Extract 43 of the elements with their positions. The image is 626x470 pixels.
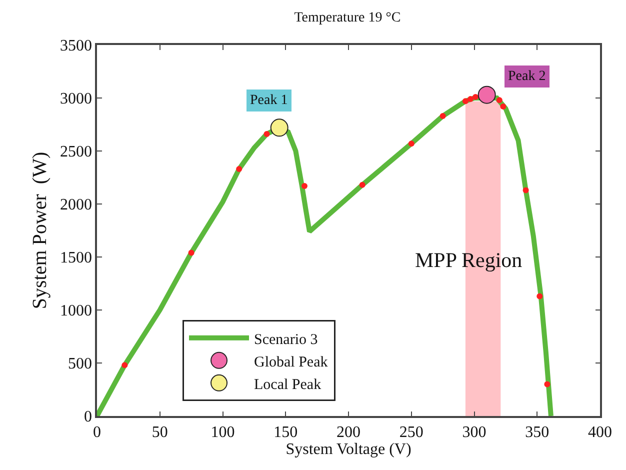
legend-label: Local Peak	[254, 376, 322, 393]
point	[264, 131, 270, 138]
point	[467, 96, 474, 102]
point	[122, 362, 128, 368]
y-tick-label: 500	[68, 356, 92, 373]
y-tick-label: 0	[84, 408, 92, 426]
annotation: Peak 2	[508, 69, 546, 84]
point	[544, 381, 550, 388]
point	[236, 166, 242, 172]
y-tick-label: 2000	[60, 196, 92, 214]
chart-title: Temperature 19 °C	[294, 10, 401, 26]
point	[462, 98, 468, 104]
y-tick-label: 3500	[60, 38, 92, 55]
x-tick-label: 300	[462, 424, 486, 441]
point	[270, 118, 288, 137]
point	[496, 97, 502, 104]
point	[440, 113, 446, 120]
x-tick-label: 150	[274, 424, 298, 441]
y-tick-label: 3000	[60, 90, 92, 108]
point	[500, 103, 506, 110]
y-tick-label: 1500	[60, 250, 92, 267]
point	[359, 182, 366, 188]
point	[536, 293, 543, 300]
x-tick-label: 50	[152, 424, 168, 441]
point	[408, 140, 414, 147]
x-tick-label: 200	[336, 424, 360, 441]
y-tick-label: 2500	[60, 144, 92, 161]
point	[478, 86, 496, 104]
legend-label: Scenario 3	[254, 332, 318, 348]
x-tick-label: 100	[210, 424, 235, 441]
x-tick-label: 250	[399, 424, 424, 441]
x-tick-label: 400	[588, 424, 612, 441]
legend-label: Global Peak	[254, 354, 328, 370]
x-axis-title: System Voltage (V)	[286, 440, 412, 458]
point	[522, 187, 529, 194]
y-axis-title: System Power (W)	[29, 152, 52, 310]
point	[472, 94, 479, 100]
x-tick-label: 350	[525, 424, 550, 441]
point	[188, 250, 194, 256]
annotation: Peak 1	[250, 93, 288, 108]
band-label: MPP Region	[415, 248, 523, 272]
point	[301, 182, 308, 189]
y-tick-label: 1000	[60, 302, 92, 320]
